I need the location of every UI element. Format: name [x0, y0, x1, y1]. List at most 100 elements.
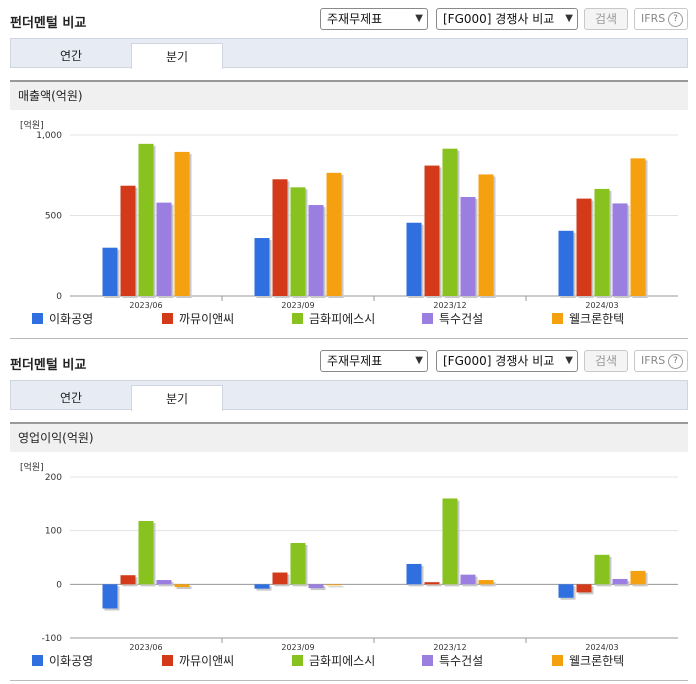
y-unit-label: [억원] [20, 121, 44, 131]
legend-swatch [162, 313, 173, 324]
bar [576, 198, 592, 296]
legend-label: 금화피에스시 [309, 654, 376, 668]
search-button[interactable]: 검색 [584, 8, 628, 30]
bar [442, 148, 458, 296]
fundamental-panel: 펀더멘털 비교 주재무제표 ▼ [FG000] 경쟁사 비교 ▼ 검색 IFRS… [0, 342, 696, 684]
tab-quarterly[interactable]: 분기 [131, 43, 223, 69]
legend-label: 특수건설 [439, 312, 484, 326]
y-tick-label: 0 [56, 292, 62, 302]
bar [478, 174, 494, 296]
tab-quarterly[interactable]: 분기 [131, 385, 223, 411]
tab-annual[interactable]: 연간 [59, 49, 83, 63]
fundamental-panel: 펀더멘털 비교 주재무제표 ▼ [FG000] 경쟁사 비교 ▼ 검색 IFRS… [0, 0, 696, 339]
statement-select[interactable]: 주재무제표 ▼ [320, 350, 428, 372]
bar [442, 498, 458, 585]
legend-swatch [422, 655, 433, 666]
ifrs-button[interactable]: IFRS ? [634, 8, 688, 30]
bar [424, 165, 440, 296]
bar [406, 222, 422, 296]
bar [138, 521, 154, 585]
bar-shadow [310, 586, 326, 591]
ifrs-label: IFRS [641, 354, 666, 367]
bar [102, 247, 118, 296]
section-title: 영업이익(억원) [10, 422, 688, 452]
revenue-chart-svg: 0 500 1,000 2023/06 2023/09 2023/12 2024/03 [36, 131, 678, 310]
x-tick-label: 2023/09 [281, 301, 314, 310]
panel-title: 펀더멘털 비교 [10, 358, 87, 373]
search-button[interactable]: 검색 [584, 350, 628, 372]
legend-item[interactable]: 금화피에스시 [292, 310, 375, 328]
bar [630, 158, 646, 296]
legend-item[interactable]: 까뮤이앤씨 [162, 652, 234, 670]
legend-swatch [292, 655, 303, 666]
bar-shadow [176, 586, 192, 590]
peer-select-value: [FG000] 경쟁사 비교 [443, 354, 555, 368]
legend-label: 이화공영 [49, 654, 94, 668]
peer-select[interactable]: [FG000] 경쟁사 비교 ▼ [436, 350, 578, 372]
statement-select-value: 주재무제표 [327, 354, 383, 368]
bar [254, 584, 270, 589]
chevron-down-icon: ▼ [415, 355, 423, 366]
legend-item[interactable]: 까뮤이앤씨 [162, 310, 234, 328]
legend-item[interactable]: 금화피에스시 [292, 652, 375, 670]
legend-label: 까뮤이앤씨 [179, 654, 235, 668]
legend-item[interactable]: 특수건설 [422, 310, 483, 328]
legend-item[interactable]: 웰크론한텍 [552, 652, 624, 670]
y-tick-label: -100 [42, 634, 63, 644]
operating-profit-chart: [억원] -100 0 100 200 2023/06 2023/09 2023/12 202… [10, 452, 688, 681]
bar [478, 580, 494, 585]
tab-annual[interactable]: 연간 [59, 391, 83, 405]
y-tick-label: 500 [45, 212, 62, 222]
bar [406, 563, 422, 585]
period-tabs: 연간 분기 [10, 380, 688, 411]
legend-swatch [292, 313, 303, 324]
x-tick-label: 2023/12 [433, 643, 466, 652]
bar [138, 143, 154, 296]
bar [120, 185, 136, 296]
peer-select-value: [FG000] 경쟁사 비교 [443, 12, 555, 26]
bar [460, 196, 476, 296]
help-icon[interactable]: ? [668, 12, 683, 27]
chevron-down-icon: ▼ [565, 355, 573, 366]
bar [174, 584, 190, 588]
peer-select[interactable]: [FG000] 경쟁사 비교 ▼ [436, 8, 578, 30]
chevron-down-icon: ▼ [565, 13, 573, 24]
x-tick-label: 2023/09 [281, 643, 314, 652]
y-tick-label: 0 [56, 580, 62, 590]
legend-item[interactable]: 이화공영 [32, 652, 93, 670]
bar [630, 570, 646, 585]
bar [156, 202, 172, 296]
bar [156, 580, 172, 585]
x-tick-label: 2023/06 [129, 643, 162, 652]
legend-item[interactable]: 웰크론한텍 [552, 310, 624, 328]
ifrs-label: IFRS [641, 12, 666, 25]
bar [290, 543, 306, 585]
bar [424, 582, 440, 585]
bar-shadow [426, 584, 442, 587]
legend-item[interactable]: 특수건설 [422, 652, 483, 670]
statement-select[interactable]: 주재무제표 ▼ [320, 8, 428, 30]
bar [326, 584, 342, 586]
bar [272, 572, 288, 585]
chevron-down-icon: ▼ [415, 13, 423, 24]
help-icon[interactable]: ? [668, 354, 683, 369]
legend-item[interactable]: 이화공영 [32, 310, 93, 328]
bar [558, 230, 574, 296]
y-tick-label: 1,000 [36, 131, 62, 141]
bar [174, 151, 190, 296]
legend-swatch [552, 313, 563, 324]
y-tick-label: 200 [45, 473, 62, 483]
bar [326, 172, 342, 296]
bar-shadow [328, 586, 344, 588]
panel-header: 펀더멘털 비교 주재무제표 ▼ [FG000] 경쟁사 비교 ▼ 검색 IFRS… [0, 0, 696, 36]
legend-swatch [422, 313, 433, 324]
legend-label: 웰크론한텍 [569, 312, 625, 326]
ifrs-button[interactable]: IFRS ? [634, 350, 688, 372]
panel-header: 펀더멘털 비교 주재무제표 ▼ [FG000] 경쟁사 비교 ▼ 검색 IFRS… [0, 342, 696, 378]
legend-label: 이화공영 [49, 312, 94, 326]
period-tabs: 연간 분기 [10, 38, 688, 69]
bar [290, 187, 306, 296]
bar [272, 179, 288, 296]
bar [254, 238, 270, 296]
bar [594, 554, 610, 585]
